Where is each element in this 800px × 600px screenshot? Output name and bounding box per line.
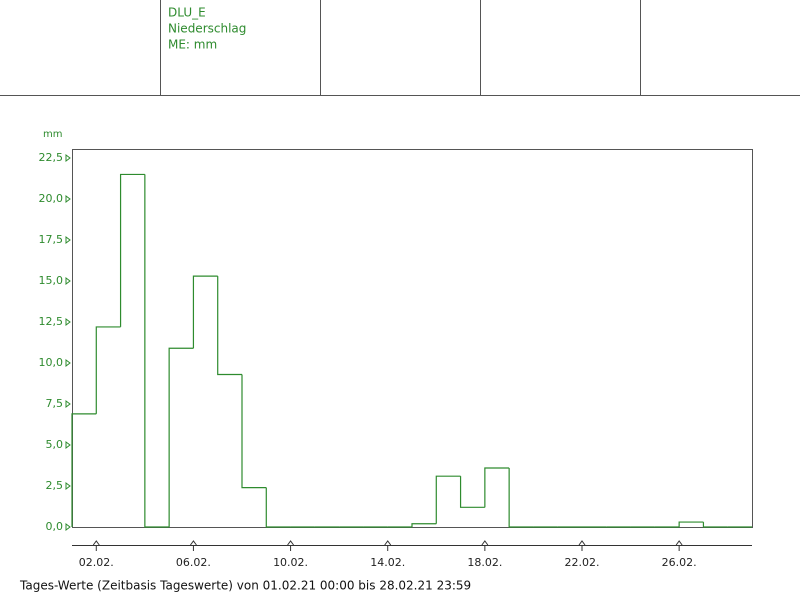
y-tick bbox=[65, 277, 71, 286]
bar bbox=[217, 276, 242, 376]
plot-frame bbox=[72, 149, 753, 528]
y-tick-label: 12,5 bbox=[39, 315, 64, 328]
y-tick bbox=[65, 523, 71, 531]
y-tick-label: 15,0 bbox=[39, 274, 64, 287]
y-tick bbox=[65, 482, 71, 491]
bar bbox=[71, 413, 97, 527]
y-tick bbox=[65, 154, 71, 163]
y-tick bbox=[65, 318, 71, 327]
y-tick bbox=[65, 400, 71, 409]
bar bbox=[508, 467, 534, 528]
x-tick-label: 06.02. bbox=[176, 556, 211, 569]
bar bbox=[168, 347, 194, 527]
bar bbox=[702, 522, 728, 528]
y-tick-label: 20,0 bbox=[39, 192, 64, 205]
bar bbox=[435, 475, 461, 524]
bar bbox=[241, 374, 267, 489]
header-line: Niederschlag bbox=[168, 22, 246, 36]
x-tick bbox=[481, 540, 489, 546]
x-tick-label: 18.02. bbox=[467, 556, 502, 569]
x-tick-label: 02.02. bbox=[79, 556, 114, 569]
y-tick bbox=[65, 359, 71, 368]
y-tick-label: 10,0 bbox=[39, 356, 64, 369]
bar bbox=[459, 476, 485, 508]
header-line: ME: mm bbox=[168, 38, 217, 52]
header-line: DLU_E bbox=[168, 6, 206, 20]
x-tick bbox=[675, 540, 683, 546]
x-tick bbox=[287, 540, 294, 546]
footer: Tages-Werte (Zeitbasis Tageswerte) von 0… bbox=[19, 579, 471, 593]
bar bbox=[411, 523, 437, 527]
y-tick bbox=[65, 195, 71, 204]
x-tick bbox=[384, 540, 392, 546]
y-tick-label: 17,5 bbox=[39, 233, 64, 246]
header bbox=[0, 0, 800, 96]
bar bbox=[484, 467, 510, 508]
y-tick bbox=[65, 236, 71, 245]
x-tick bbox=[578, 540, 586, 546]
x-tick-label: 10.02. bbox=[273, 556, 308, 569]
x-tick-label: 22.02. bbox=[565, 556, 600, 569]
bar bbox=[119, 173, 145, 327]
y-tick-label: 2,5 bbox=[46, 479, 64, 492]
y-tick-label: 22,5 bbox=[39, 151, 64, 164]
y-tick-label: 7,5 bbox=[46, 397, 64, 410]
y-unit: mm bbox=[43, 129, 62, 140]
y-tick-label: 0,0 bbox=[46, 520, 64, 533]
y-tick bbox=[65, 441, 71, 450]
bar bbox=[678, 521, 704, 527]
bar bbox=[192, 275, 218, 349]
x-tick-label: 26.02. bbox=[662, 556, 697, 569]
y-tick-label: 5,0 bbox=[46, 438, 64, 451]
bar bbox=[144, 174, 170, 528]
bar bbox=[265, 487, 291, 528]
x-tick-label: 14.02. bbox=[370, 556, 405, 569]
x-tick bbox=[190, 540, 197, 546]
x-tick bbox=[92, 540, 100, 546]
bar bbox=[95, 326, 121, 414]
